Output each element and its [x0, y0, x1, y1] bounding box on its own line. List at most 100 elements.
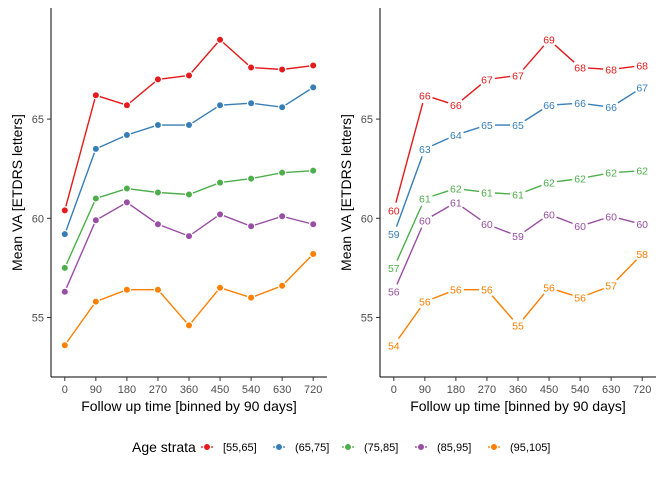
data-point [277, 65, 287, 74]
data-point [309, 61, 318, 70]
legend-item: (95,105] [488, 442, 550, 454]
data-label: 54 [388, 340, 400, 352]
legend-item: (75,85] [342, 442, 398, 454]
series-line-segment [587, 287, 604, 296]
data-point [215, 101, 225, 110]
data-label: 56 [388, 287, 400, 299]
x-tick-label: 270 [478, 384, 496, 396]
series-line-segment [431, 137, 449, 147]
x-tick-label: 0 [391, 384, 397, 396]
series-[55,65]: 60 66 66 67 67 69 68 68 68 [388, 35, 648, 218]
legend-title: Age strata [132, 439, 196, 455]
y-tick-label: 55 [32, 312, 44, 324]
series-line-segment [522, 45, 545, 70]
series-line-segment [556, 103, 573, 106]
data-label: 65 [481, 120, 493, 132]
series-line-segment [431, 205, 450, 217]
data-point [122, 101, 132, 110]
data-label: 66 [450, 100, 462, 112]
data-point [91, 144, 101, 154]
data-label: 61 [450, 197, 462, 209]
x-tick-label: 450 [211, 384, 229, 396]
series-line-segment [522, 293, 545, 320]
legend-item: (65,75] [273, 442, 329, 454]
data-point [215, 283, 225, 292]
series-line [64, 201, 314, 292]
series-line-segment [587, 218, 604, 225]
data-label: 66 [605, 102, 617, 114]
data-point [91, 91, 101, 100]
data-point [277, 168, 287, 177]
series-(95,105] [60, 249, 318, 350]
series-line [64, 253, 314, 346]
data-point [184, 231, 194, 241]
data-label: 60 [636, 219, 648, 231]
data-point [91, 216, 101, 225]
data-point [122, 198, 132, 207]
series-line-segment [461, 83, 482, 101]
data-point [215, 35, 225, 44]
series-line-segment [397, 307, 421, 340]
series-line-segment [616, 259, 638, 281]
legend-items: [55,65] (65,75] (75,85] (85,95] (95,105] [201, 442, 550, 454]
data-point [215, 210, 225, 219]
data-label: 59 [388, 229, 400, 241]
x-tick-label: 270 [149, 384, 167, 396]
data-point [277, 281, 287, 290]
x-axis-title: Follow up time [binned by 90 days] [410, 398, 626, 414]
series-(85,95] [60, 198, 318, 296]
y-tick-label: 55 [361, 312, 373, 324]
series-line-segment [618, 65, 635, 70]
data-point [309, 83, 318, 92]
data-label: 55 [512, 320, 524, 332]
series-line-segment [556, 178, 573, 183]
x-tick-label: 90 [90, 384, 102, 396]
data-point [91, 194, 101, 203]
data-point [153, 188, 163, 197]
series-line-segment [587, 103, 604, 107]
data-label: 62 [450, 184, 462, 196]
legend-item: (85,95] [415, 442, 471, 454]
data-point [122, 184, 132, 193]
y-tick-label: 65 [361, 114, 373, 126]
data-point [60, 341, 70, 350]
series-line-segment [432, 291, 449, 300]
series-line-segment [524, 218, 543, 233]
y-axis-title: Mean VA [ETDRS letters] [9, 114, 25, 271]
series-line-segment [494, 226, 511, 234]
data-point [309, 220, 318, 229]
data-label: 59 [512, 231, 524, 243]
data-point [184, 190, 194, 199]
series-line-segment [556, 289, 573, 296]
data-label: 60 [388, 205, 400, 217]
data-label: 61 [512, 189, 524, 201]
data-label: 58 [636, 249, 648, 261]
data-point [184, 71, 194, 80]
data-label: 65 [512, 120, 524, 132]
data-label: 68 [636, 61, 648, 73]
data-point [246, 63, 256, 72]
data-point [246, 99, 256, 108]
series-(85,95]: 56 60 61 60 59 60 60 60 60 [388, 197, 648, 298]
data-point [277, 212, 287, 221]
legend-item-label: (95,105] [510, 442, 550, 454]
series-line-segment [432, 190, 449, 197]
data-label: 67 [481, 74, 493, 86]
data-label: 67 [636, 82, 648, 94]
data-point [153, 220, 163, 229]
y-tick-label: 60 [32, 213, 44, 225]
legend-key-point [343, 442, 353, 452]
data-label: 66 [574, 98, 586, 110]
legend-key-point [202, 442, 212, 452]
data-point [60, 287, 70, 296]
x-tick-label: 360 [180, 384, 198, 396]
data-point [246, 293, 256, 302]
x-tick-label: 720 [304, 384, 322, 396]
series-(95,105]: 54 56 56 56 55 56 56 57 58 [388, 249, 648, 352]
data-point [122, 130, 132, 140]
data-label: 56 [543, 283, 555, 295]
data-point [91, 297, 101, 306]
series-line [64, 86, 314, 235]
